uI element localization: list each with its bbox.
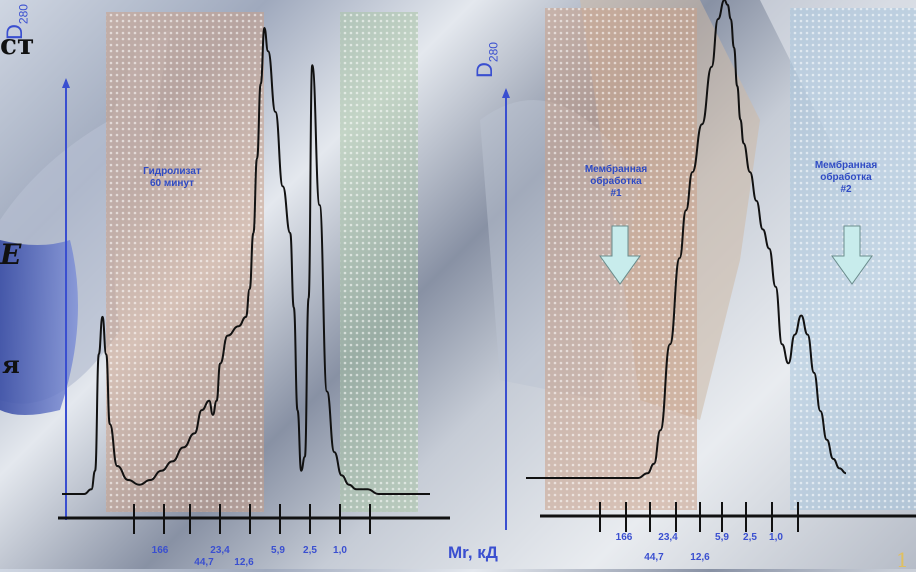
band-0-1 [340,12,418,512]
x-tick-label: 2,5 [743,532,757,543]
left-overlay-text-low: я [2,350,20,379]
x-tick-label: 1,0 [769,532,783,543]
y-axis-label-left: D280 [4,4,34,40]
y-axis-label-right: D280 [474,42,504,78]
y-axis-arrow-1 [502,88,510,98]
x-tick-label: 2,5 [303,545,317,556]
x-tick-label: 1,0 [333,545,347,556]
x-tick-label: 23,4 [210,545,230,556]
x-tick-label: 44,7 [194,557,214,568]
y-axis-arrow-0 [62,78,70,88]
band-0-0 [106,12,264,512]
band-label-membrane-2: Мембранная обработка #2 [786,160,906,196]
band-label-membrane-1: Мембранная обработка #1 [556,164,676,200]
left-overlay-text-mid: Е [0,238,21,271]
x-axis-label: Mr, кД [448,543,498,563]
x-tick-label: 12,6 [690,552,710,563]
band-label-hydrolysate: Гидролизат 60 минут [112,166,232,190]
x-tick-label: 12,6 [234,557,254,568]
x-tick-label: 166 [152,545,169,556]
x-tick-label: 5,9 [271,545,285,556]
x-tick-label: 166 [616,532,633,543]
corner-digit: 1 [896,548,909,572]
x-tick-label: 23,4 [658,532,678,543]
x-tick-label: 5,9 [715,532,729,543]
x-tick-label: 44,7 [644,552,664,563]
